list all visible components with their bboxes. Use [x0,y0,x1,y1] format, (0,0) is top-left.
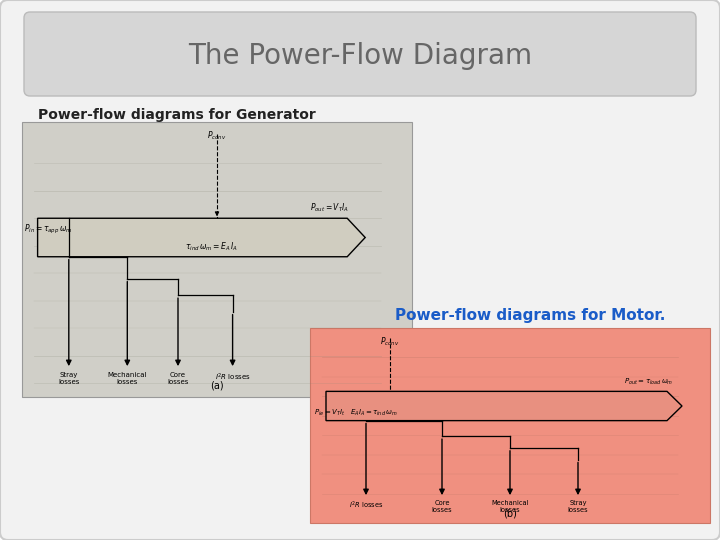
Text: $I^2R$ losses: $I^2R$ losses [349,500,383,511]
Bar [310,328,710,523]
Text: $P_{ie} = V_T I_t$   $E_A I_A = \tau_{ind}\,\omega_m$: $P_{ie} = V_T I_t$ $E_A I_A = \tau_{ind}… [314,408,398,418]
Text: Mechanical
losses: Mechanical losses [107,372,147,385]
Text: Core
losses: Core losses [167,372,189,385]
Text: The Power-Flow Diagram: The Power-Flow Diagram [188,42,532,70]
Polygon shape [326,392,682,421]
Text: Core
losses: Core losses [432,500,452,513]
Text: Stray
losses: Stray losses [567,500,588,513]
Text: (b): (b) [503,508,517,518]
Text: $P_{out} = \tau_{load}\,\omega_m$: $P_{out} = \tau_{load}\,\omega_m$ [624,377,673,387]
Text: $P_{out} = V_T I_A$: $P_{out} = V_T I_A$ [310,202,349,214]
Text: (a): (a) [210,381,224,391]
Text: Power-flow diagrams for Motor.: Power-flow diagrams for Motor. [395,308,665,323]
Bar [22,122,412,397]
Text: $\tau_{ind}\,\omega_m = E_A\,I_A$: $\tau_{ind}\,\omega_m = E_A\,I_A$ [186,240,238,253]
Text: $P_{conv}$: $P_{conv}$ [380,336,400,348]
FancyBboxPatch shape [24,12,696,96]
Text: Mechanical
losses: Mechanical losses [491,500,528,513]
Text: $P_{in} = \tau_{app}\,\omega_m$: $P_{in} = \tau_{app}\,\omega_m$ [24,222,73,235]
Polygon shape [37,218,365,256]
Text: Power-flow diagrams for Generator: Power-flow diagrams for Generator [38,108,316,122]
Text: Stray
losses: Stray losses [58,372,79,385]
Text: $P_{conv}$: $P_{conv}$ [207,130,227,143]
Text: $I^2R$ losses: $I^2R$ losses [215,372,251,383]
